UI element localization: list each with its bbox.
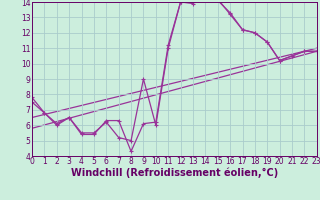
X-axis label: Windchill (Refroidissement éolien,°C): Windchill (Refroidissement éolien,°C) [71, 168, 278, 178]
